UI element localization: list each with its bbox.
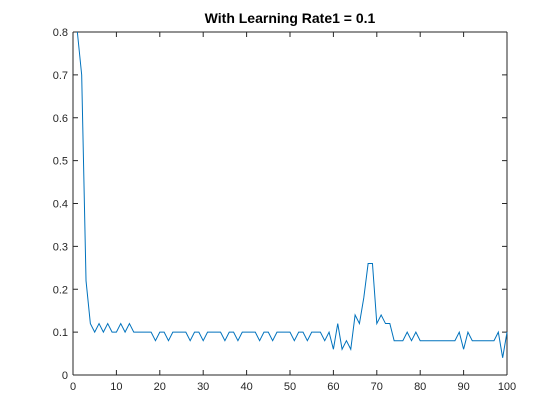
x-tick-label: 20 xyxy=(154,381,166,393)
y-tick-label: 0.2 xyxy=(53,284,68,296)
y-tick-label: 0.7 xyxy=(53,70,68,82)
y-tick-label: 0 xyxy=(62,370,68,382)
y-tick-label: 0.4 xyxy=(53,199,68,211)
y-tick-label: 0.8 xyxy=(53,27,68,39)
x-tick-label: 10 xyxy=(110,381,122,393)
x-tick-label: 30 xyxy=(197,381,209,393)
x-tick-label: 100 xyxy=(498,381,516,393)
x-tick-label: 40 xyxy=(240,381,252,393)
plot-frame xyxy=(72,31,508,376)
x-tick-label: 50 xyxy=(284,381,296,393)
x-tick-label: 80 xyxy=(414,381,426,393)
series-line xyxy=(76,31,508,358)
x-axis: 0 10 20 30 40 50 60 70 80 90 100 xyxy=(70,32,516,393)
x-tick-label: 0 xyxy=(70,381,76,393)
x-tick-label: 70 xyxy=(371,381,383,393)
y-axis: 0 0.1 0.2 0.3 0.4 0.5 0.6 0.7 0.8 xyxy=(53,27,507,382)
x-tick-label: 60 xyxy=(327,381,339,393)
y-tick-label: 0.6 xyxy=(53,113,68,125)
y-tick-label: 0.1 xyxy=(53,327,68,339)
x-tick-label: 90 xyxy=(457,381,469,393)
chart-title: With Learning Rate1 = 0.1 xyxy=(205,10,376,26)
y-tick-label: 0.3 xyxy=(53,241,68,253)
y-tick-label: 0.5 xyxy=(53,156,68,168)
